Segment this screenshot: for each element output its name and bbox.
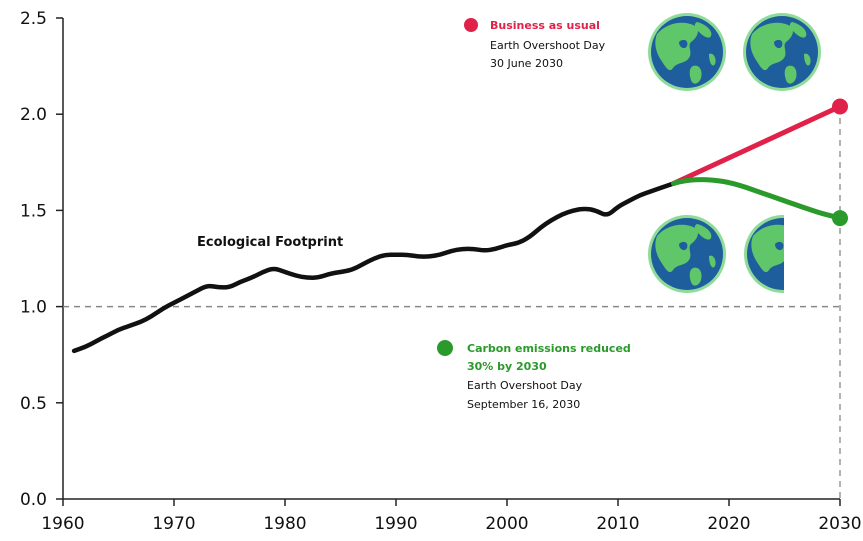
y-axis-ticks: 0.0 0.5 1.0 1.5 2.0 2.5 — [20, 9, 63, 510]
reduced-emissions-annotation: Carbon emissions reduced 30% by 2030 Ear… — [437, 340, 631, 411]
reduced-title-line2: 30% by 2030 — [467, 360, 547, 373]
globe-icon — [648, 215, 726, 293]
y-tick-label: 1.0 — [20, 298, 47, 318]
bau-marker — [464, 18, 478, 32]
y-tick-label: 1.5 — [20, 201, 47, 221]
business-as-usual-line-endpoint — [832, 98, 848, 115]
reduced-marker — [437, 340, 453, 356]
globes-reduced — [648, 215, 784, 293]
axes — [62, 18, 841, 500]
x-tick-label: 1970 — [152, 514, 195, 534]
business-as-usual-line — [671, 104, 843, 186]
bau-line1: Earth Overshoot Day — [490, 39, 606, 52]
series-lines — [71, 98, 848, 354]
y-tick-label: 2.5 — [20, 9, 47, 29]
globes-business-as-usual — [648, 13, 821, 91]
x-tick-label: 2000 — [485, 514, 528, 534]
x-tick-label: 1960 — [41, 514, 84, 534]
reduced-emissions-line — [671, 177, 843, 221]
globe-icon — [648, 13, 726, 91]
reduced-line1: Earth Overshoot Day — [467, 379, 583, 392]
x-tick-label: 2010 — [596, 514, 639, 534]
x-axis-ticks: 1960 1970 1980 1990 2000 2010 2020 2030 — [41, 499, 862, 534]
y-tick-label: 0.0 — [20, 490, 47, 510]
reduced-title-line1: Carbon emissions reduced — [467, 342, 631, 355]
globe-icon — [743, 13, 821, 91]
reduced-emissions-line-endpoint — [832, 210, 848, 227]
business-as-usual-annotation: Business as usual Earth Overshoot Day 30… — [464, 18, 606, 70]
x-tick-label: 2030 — [818, 514, 861, 534]
ecological-footprint-line — [71, 181, 676, 354]
x-tick-label: 1980 — [263, 514, 306, 534]
reduced-line2: September 16, 2030 — [467, 398, 580, 411]
x-tick-label: 2020 — [707, 514, 750, 534]
half-globe-icon — [744, 215, 784, 293]
y-tick-label: 2.0 — [20, 105, 47, 125]
bau-title: Business as usual — [490, 19, 600, 32]
y-tick-label: 0.5 — [20, 394, 47, 414]
bau-line2: 30 June 2030 — [490, 57, 563, 70]
ecological-footprint-label: Ecological Footprint — [197, 235, 343, 250]
x-tick-label: 1990 — [374, 514, 417, 534]
